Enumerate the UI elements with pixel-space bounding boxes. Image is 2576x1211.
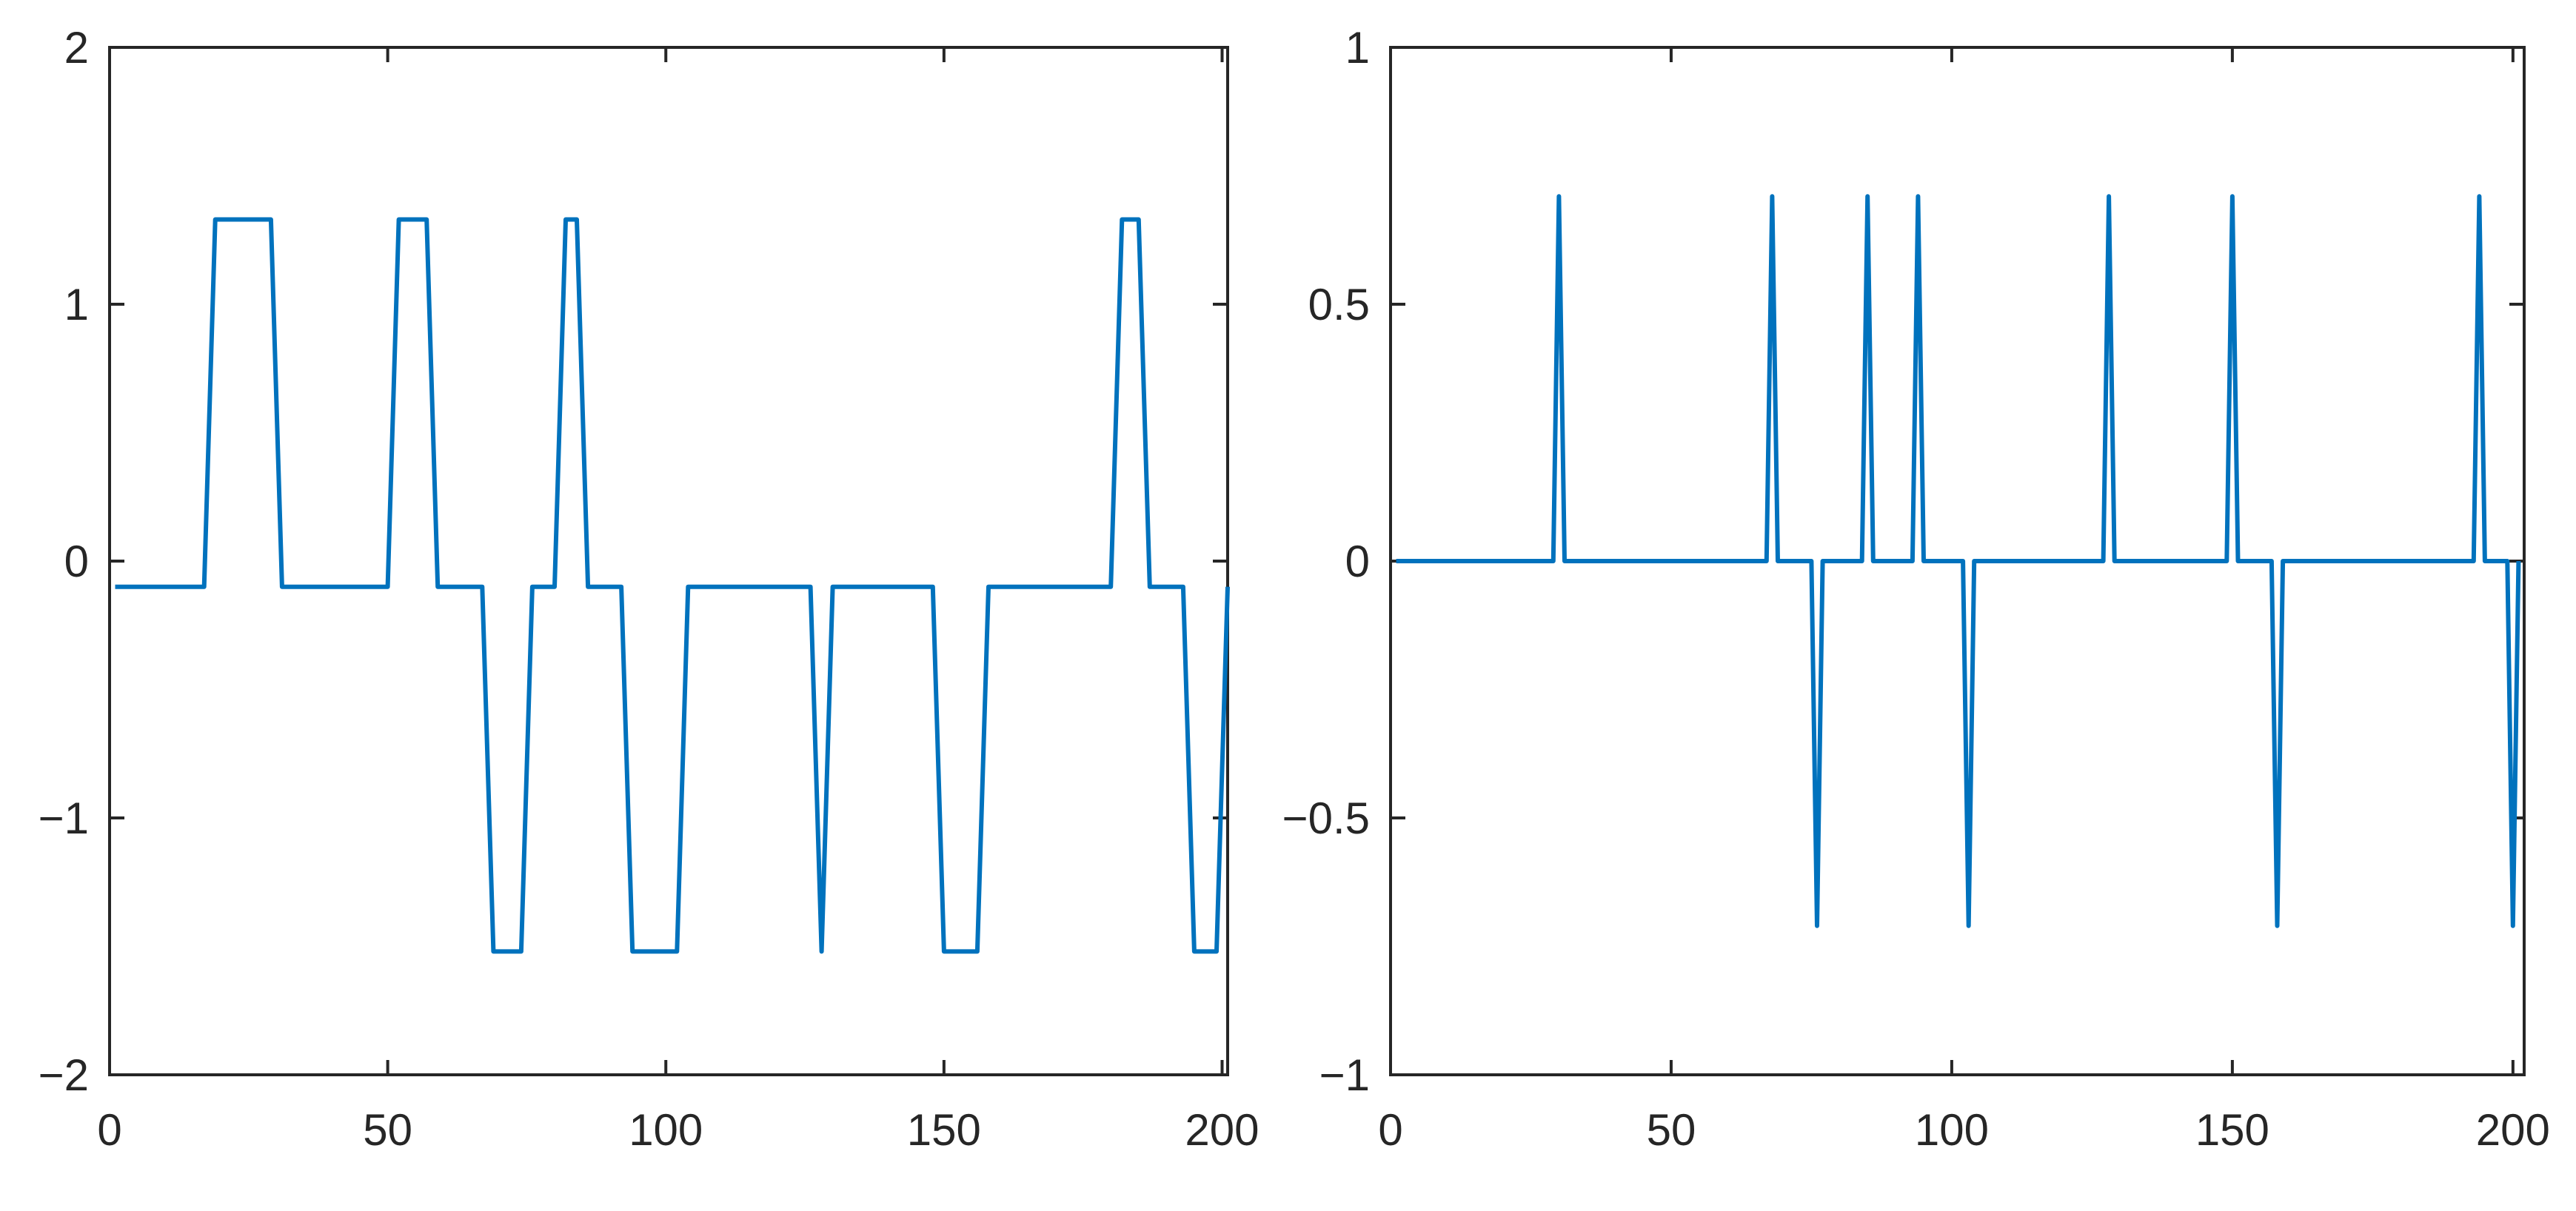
left-chart-xtick-label: 200	[1185, 1105, 1259, 1155]
right-chart-xtick-label: 0	[1378, 1105, 1402, 1155]
right-chart-xtick-label: 100	[1915, 1105, 1989, 1155]
right-chart-xtick-label: 200	[2476, 1105, 2550, 1155]
left-chart-ytick-label: 2	[64, 23, 89, 73]
right-chart-ytick-label: −1	[1319, 1050, 1370, 1100]
right-chart-panel: 0 50 100 150 200 1 0.5 0 −0.5 −1	[1282, 23, 2550, 1155]
left-chart-ytick-label: −1	[39, 794, 89, 843]
right-chart-ytick-label: 0.5	[1308, 280, 1370, 329]
right-chart-ytick-label: 0	[1345, 537, 1370, 586]
right-chart-ytick-label: −0.5	[1282, 794, 1370, 843]
left-chart-axes-frame	[108, 46, 1229, 1076]
left-chart-ytick-label: 1	[64, 280, 89, 329]
right-chart-xtick-label: 50	[1647, 1105, 1696, 1155]
right-chart-series-line	[1396, 194, 2521, 928]
left-chart-ytick-label: 0	[64, 537, 89, 586]
left-chart-xtick-label: 50	[363, 1105, 412, 1155]
left-chart-xtick-label: 150	[907, 1105, 981, 1155]
right-chart-xtick-label: 150	[2195, 1105, 2269, 1155]
left-chart-xtick-label: 100	[629, 1105, 703, 1155]
right-chart-ytick-label: 1	[1345, 23, 1370, 73]
left-chart-ytick-label: −2	[39, 1050, 89, 1100]
left-chart-xtick-label: 0	[97, 1105, 121, 1155]
left-chart-panel: 0 50 100 150 200 2 1 0 −1 −2	[39, 23, 1259, 1155]
left-chart-series-line	[115, 217, 1230, 954]
